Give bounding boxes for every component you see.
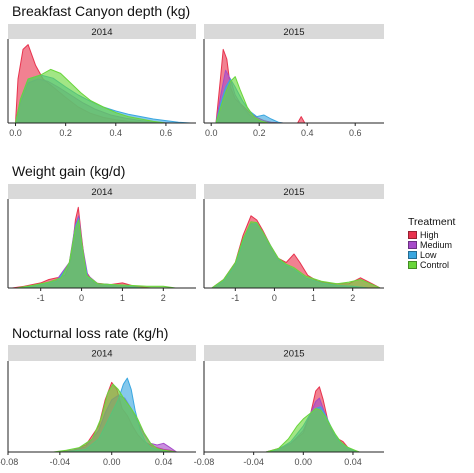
x-tick-label: 0.4 xyxy=(110,128,123,138)
density-control xyxy=(52,383,178,453)
legend: Treatment High Medium Low Control xyxy=(408,216,455,270)
x-tick-label: 2 xyxy=(350,293,355,303)
density-control xyxy=(211,221,381,289)
panel-row2-2015: 2015 -0.08 -0.04 0.00 0.04 xyxy=(194,345,384,467)
x-tick-label: -1 xyxy=(231,293,239,303)
x-tick-label: -0.08 xyxy=(194,457,215,467)
density-control xyxy=(265,408,360,453)
density-control xyxy=(15,68,167,124)
panel-row0-2015: 2015 0.0 0.2 0.4 0.6 xyxy=(203,24,384,138)
x-tick-label: -1 xyxy=(37,293,45,303)
legend-label-control: Control xyxy=(420,260,450,270)
x-tick-label: 0 xyxy=(272,293,277,303)
x-tick-label: 1 xyxy=(311,293,316,303)
legend-item-medium: Medium xyxy=(408,240,455,250)
legend-item-low: Low xyxy=(408,250,455,260)
panel-row0-2014: 2014 0.0 0.2 0.4 0.6 xyxy=(7,24,196,138)
x-tick-label: 0.00 xyxy=(295,457,313,467)
panel-row1-2014: 2014 -1 0 1 2 xyxy=(7,184,196,303)
legend-item-control: Control xyxy=(408,260,455,270)
x-tick-label: -0.04 xyxy=(50,457,71,467)
x-tick-label: 0.4 xyxy=(301,128,314,138)
panel-row1-2015: 2015 -1 0 1 2 xyxy=(203,184,384,303)
facet-strip-label: 2015 xyxy=(283,349,304,360)
x-tick-label: 1 xyxy=(120,293,125,303)
x-tick-label: 0.6 xyxy=(349,128,362,138)
legend-key-high xyxy=(408,231,417,239)
legend-title: Treatment xyxy=(408,216,456,228)
x-tick-label: 0.2 xyxy=(253,128,266,138)
facet-strip-label: 2015 xyxy=(283,27,304,38)
facet-strip xyxy=(204,24,384,39)
legend-key-low xyxy=(408,251,417,259)
facet-strip-label: 2014 xyxy=(91,187,112,198)
facet-strip xyxy=(8,24,196,39)
x-tick-label: 0.2 xyxy=(59,128,72,138)
x-tick-label: 0.00 xyxy=(103,457,121,467)
panel-row2-2014: 2014 -0.08 -0.04 0.00 0.04 xyxy=(0,345,196,467)
x-tick-label: 0.0 xyxy=(205,128,218,138)
x-tick-label: 0.6 xyxy=(160,128,173,138)
density-control xyxy=(15,219,177,289)
facet-strip-label: 2014 xyxy=(91,27,112,38)
x-tick-label: 0 xyxy=(79,293,84,303)
x-tick-label: -0.08 xyxy=(0,457,18,467)
legend-label-high: High xyxy=(420,230,439,240)
x-tick-label: -0.04 xyxy=(243,457,264,467)
x-tick-label: 0.04 xyxy=(344,457,362,467)
x-tick-label: 0.0 xyxy=(9,128,22,138)
legend-item-high: High xyxy=(408,230,455,240)
facet-strip xyxy=(204,184,384,199)
row-title-weight-gain: Weight gain (kg/d) xyxy=(12,163,126,179)
legend-label-medium: Medium xyxy=(420,240,453,250)
x-tick-label: 2 xyxy=(161,293,166,303)
legend-key-control xyxy=(408,261,417,269)
legend-key-medium xyxy=(408,241,417,249)
facet-strip xyxy=(8,184,196,199)
facet-strip xyxy=(204,345,384,361)
row-title-breakfast-canyon-depth: Breakfast Canyon depth (kg) xyxy=(12,3,191,19)
legend-label-low: Low xyxy=(420,250,437,260)
facet-strip xyxy=(8,345,196,361)
facet-strip-label: 2015 xyxy=(283,187,304,198)
row-title-nocturnal-loss-rate: Nocturnal loss rate (kg/h) xyxy=(12,325,169,341)
density-control xyxy=(215,76,270,124)
x-tick-label: 0.04 xyxy=(155,457,173,467)
facet-strip-label: 2014 xyxy=(91,349,112,360)
